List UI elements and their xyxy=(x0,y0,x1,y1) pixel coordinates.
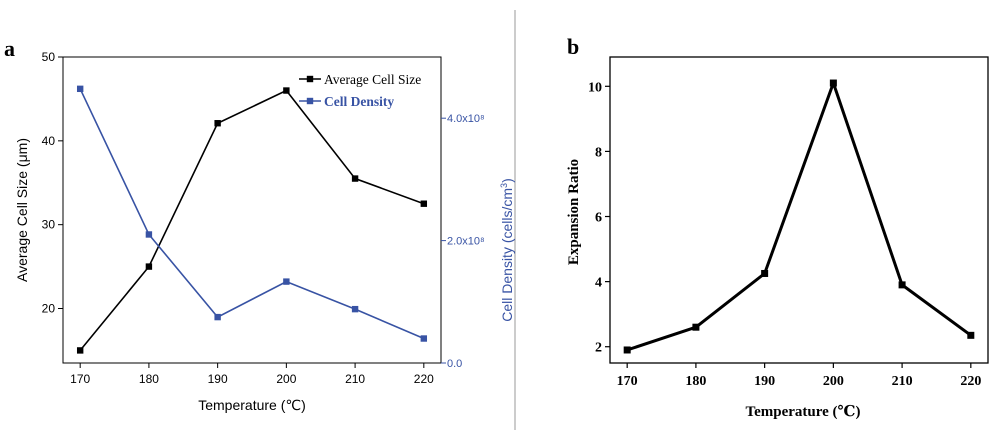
panel-b-y-tick-label: 10 xyxy=(588,80,602,95)
legend-entry-label: Average Cell Size xyxy=(324,72,421,87)
panel-a-x-ticks: 170 180 190 200 210 220 xyxy=(70,363,434,386)
panel-a-plot-frame xyxy=(62,56,442,364)
panel-a: a 170 180 190 200 210 220 20 30 40 50 0.0 2.0x10⁸… xyxy=(4,36,515,413)
panel-a-x-tick-label: 200 xyxy=(276,372,296,386)
panel-a-series-2-point xyxy=(283,278,290,285)
panel-a-series-2-point xyxy=(420,335,428,342)
panel-a-x-tick-label: 170 xyxy=(70,372,90,386)
panel-a-series-line-1 xyxy=(79,89,425,351)
panel-a-y-tick-label: 30 xyxy=(42,218,56,232)
panel-a-series-2-point xyxy=(214,313,221,321)
panel-b-data-point xyxy=(761,269,769,277)
panel-a-y-tick-label: 50 xyxy=(42,50,56,64)
panel-a-y2-ticks: 0.0 2.0x10⁸ 4.0x10⁸ xyxy=(441,113,485,370)
panel-b-data-point xyxy=(898,281,906,289)
panel-a-y2-tick-label: 0.0 xyxy=(447,358,462,370)
legend-entry-label: Cell Density xyxy=(324,94,394,109)
panel-b-x-tick-label: 220 xyxy=(960,374,981,389)
panel-a-y-tick-label: 20 xyxy=(42,302,56,316)
legend-marker xyxy=(306,97,314,105)
panel-a-series-2-point xyxy=(351,305,359,313)
panel-b-series-line xyxy=(626,81,972,352)
panel-b: b 170 180 190 200 210 220 2 4 6 8 10 Temperature … xyxy=(566,34,989,420)
panel-a-x-tick-label: 210 xyxy=(345,372,365,386)
panel-a-x-tick-label: 180 xyxy=(139,372,159,386)
panel-a-y-ticks: 20 30 40 50 xyxy=(42,50,63,316)
panel-b-x-ticks: 170 180 190 200 210 220 xyxy=(617,363,981,389)
panel-b-data-point xyxy=(967,331,975,339)
panel-b-y-tick-label: 8 xyxy=(595,145,602,160)
panel-a-series-1-point xyxy=(76,347,84,354)
panel-b-y-ticks: 2 4 6 8 10 xyxy=(588,80,610,356)
panel-a-series xyxy=(76,85,428,354)
panel-a-x-tick-label: 220 xyxy=(414,372,434,386)
panel-b-plot-frame xyxy=(609,56,989,364)
panel-a-series-1-point xyxy=(145,263,153,270)
panel-b-y-tick-label: 2 xyxy=(595,341,602,356)
panel-a-y2-tick-label: 2.0x10⁸ xyxy=(447,236,485,248)
panel-b-x-tick-label: 190 xyxy=(754,374,775,389)
panel-a-legend: Average Cell Size Cell Density xyxy=(299,72,421,109)
panel-b-data-point xyxy=(623,346,631,354)
panel-a-x-tick-label: 190 xyxy=(208,372,228,386)
panel-b-y-axis-label: Expansion Ratio xyxy=(566,159,582,265)
panel-a-y2-axis-label: Cell Density (cells/cm3) xyxy=(499,178,515,322)
panel-a-y-tick-label: 40 xyxy=(42,134,56,148)
panel-a-series-1-point xyxy=(420,200,428,207)
panel-a-x-axis-label: Temperature (℃) xyxy=(198,397,306,413)
panel-a-series-1-point xyxy=(283,87,290,94)
legend-marker xyxy=(306,75,314,83)
panel-b-x-tick-label: 180 xyxy=(685,374,706,389)
panel-b-data-point xyxy=(692,323,700,331)
panel-b-data-point xyxy=(829,79,837,87)
panel-a-series-2-point xyxy=(145,231,153,238)
panel-b-y-tick-label: 6 xyxy=(595,211,602,226)
panel-b-series xyxy=(623,79,975,354)
panel-b-x-tick-label: 170 xyxy=(617,374,638,389)
panel-a-series-1-point xyxy=(214,120,221,127)
panel-b-x-axis-label: Temperature (℃) xyxy=(745,404,860,420)
panel-a-series-1-point xyxy=(351,175,359,182)
panel-b-x-tick-label: 210 xyxy=(892,374,913,389)
panel-a-y2-tick-label: 4.0x10⁸ xyxy=(447,113,485,125)
panel-b-x-tick-label: 200 xyxy=(823,374,844,389)
panel-b-label: b xyxy=(567,34,579,59)
panel-b-y-tick-label: 4 xyxy=(595,276,602,291)
panel-a-series-line-2 xyxy=(79,88,425,340)
panel-a-label: a xyxy=(4,36,15,61)
panel-a-series-2-point xyxy=(76,85,84,93)
panel-a-y-axis-label: Average Cell Size (μm) xyxy=(14,138,30,282)
